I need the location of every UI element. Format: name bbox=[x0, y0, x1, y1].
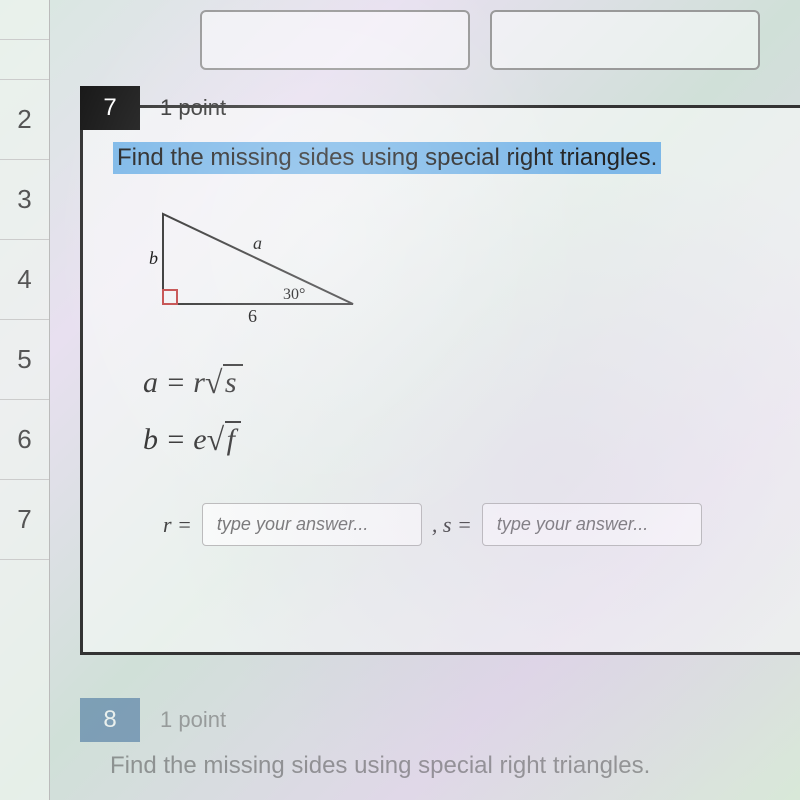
answer-row: r = , s = bbox=[163, 503, 800, 546]
nav-item-3[interactable]: 3 bbox=[0, 160, 49, 240]
nav-item-5[interactable]: 5 bbox=[0, 320, 49, 400]
formula-a: a = r s bbox=[143, 354, 800, 411]
nav-item[interactable] bbox=[0, 0, 49, 40]
top-toolbar bbox=[200, 10, 760, 70]
triangle-figure: b a 30° 6 bbox=[143, 204, 800, 329]
question-nav-sidebar: 2 3 4 5 6 7 bbox=[0, 0, 50, 800]
formula-b: b = e f bbox=[143, 411, 800, 468]
nav-item-7[interactable]: 7 bbox=[0, 480, 49, 560]
angle-label: 30° bbox=[283, 286, 305, 303]
base-label: 6 bbox=[248, 306, 257, 324]
r-label: r = bbox=[163, 512, 192, 538]
question-header: 7 1 point bbox=[80, 86, 800, 130]
formulas: a = r s b = e f bbox=[143, 354, 800, 468]
next-question-points: 1 point bbox=[160, 707, 226, 733]
next-question-prompt: Find the missing sides using special rig… bbox=[110, 752, 780, 780]
top-box bbox=[200, 10, 470, 70]
side-a-label: a bbox=[253, 233, 262, 253]
question-number-badge: 7 bbox=[80, 86, 140, 130]
next-question-header: 8 1 point bbox=[80, 698, 780, 742]
formula-a-lhs: a = r bbox=[143, 366, 205, 399]
question-points: 1 point bbox=[160, 95, 226, 121]
top-box bbox=[490, 10, 760, 70]
side-b-label: b bbox=[149, 248, 158, 268]
nav-item-4[interactable]: 4 bbox=[0, 240, 49, 320]
r-input[interactable] bbox=[202, 503, 422, 546]
s-label: , s = bbox=[432, 512, 472, 538]
s-input[interactable] bbox=[482, 503, 702, 546]
formula-b-radicand: f bbox=[225, 421, 241, 456]
nav-item[interactable] bbox=[0, 40, 49, 80]
next-question-number-badge: 8 bbox=[80, 698, 140, 742]
nav-item-2[interactable]: 2 bbox=[0, 80, 49, 160]
question-prompt: Find the missing sides using special rig… bbox=[113, 142, 661, 174]
formula-b-lhs: b = e bbox=[143, 423, 207, 456]
nav-item-6[interactable]: 6 bbox=[0, 400, 49, 480]
question-8-preview: 8 1 point Find the missing sides using s… bbox=[80, 698, 780, 780]
formula-a-radicand: s bbox=[223, 364, 243, 399]
question-7-panel: 7 1 point Find the missing sides using s… bbox=[80, 105, 800, 655]
